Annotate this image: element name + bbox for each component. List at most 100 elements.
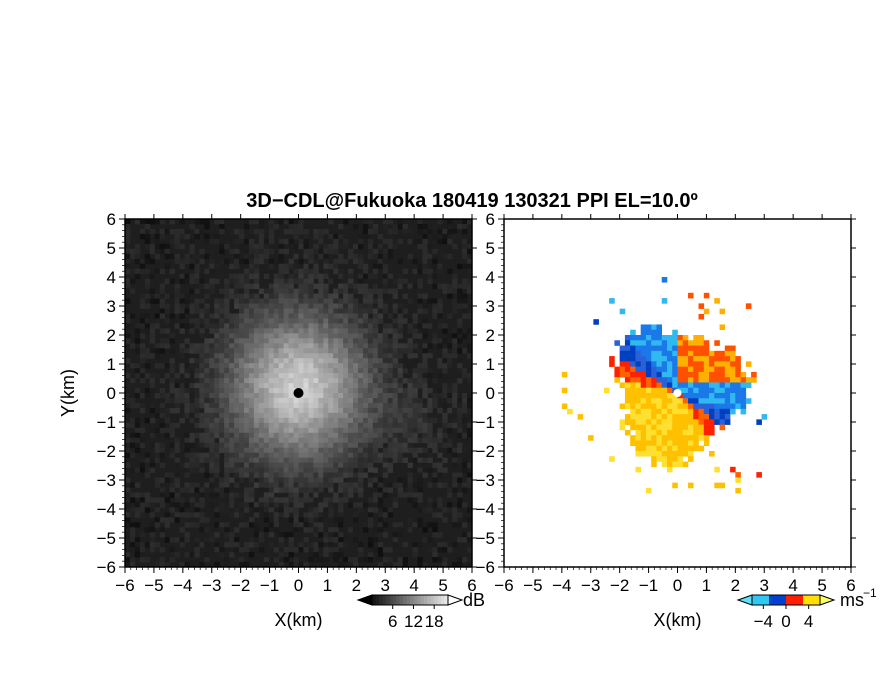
intensity-cell [184,442,190,449]
intensity-cell [258,437,265,444]
intensity-cell [258,363,265,369]
intensity-cell [308,402,314,409]
velocity-cell [640,398,647,404]
intensity-cell [273,258,280,265]
intensity-cell [437,303,443,309]
intensity-cell [362,363,369,369]
intensity-cell [258,497,265,503]
intensity-cell [253,427,260,434]
intensity-cell [392,378,399,384]
intensity-cell [323,383,329,389]
intensity-cell [125,452,131,459]
intensity-cell [174,388,180,394]
intensity-cell [209,338,215,344]
intensity-cell [288,547,294,553]
intensity-cell [308,363,314,369]
velocity-cell [672,398,678,404]
intensity-cell [293,383,299,389]
intensity-cell [357,407,364,414]
intensity-cell [338,412,344,419]
intensity-cell [313,368,319,374]
intensity-cell [194,522,200,528]
intensity-cell [303,402,309,409]
velocity-cell [645,403,652,410]
intensity-cell [204,268,210,275]
intensity-cell [462,482,468,488]
intensity-cell [457,378,463,384]
intensity-cell [179,417,185,424]
intensity-cell [268,457,275,463]
intensity-cell [134,542,141,548]
intensity-cell [298,298,304,304]
intensity-cell [214,547,220,553]
intensity-cell [253,308,260,314]
velocity-cell [651,461,657,468]
intensity-cell [229,313,235,319]
intensity-cell [372,373,379,379]
intensity-cell [224,313,230,319]
intensity-cell [253,343,260,349]
intensity-cell [333,318,339,324]
intensity-cell [343,437,349,444]
intensity-cell [278,452,285,459]
intensity-cell [377,562,384,568]
intensity-cell [134,447,141,454]
intensity-cell [174,397,180,404]
intensity-cell [248,482,255,488]
intensity-cell [268,397,275,404]
velocity-cell [677,424,684,431]
intensity-cell [427,467,433,473]
intensity-cell [239,547,245,553]
intensity-cell [402,303,408,309]
intensity-cell [184,338,190,344]
intensity-cell [323,432,329,439]
velocity-cell [661,461,668,468]
intensity-cell [407,422,413,429]
intensity-cell [174,447,180,454]
velocity-cell [651,429,657,436]
intensity-cell [278,442,285,449]
velocity-cell [635,335,641,341]
intensity-cell [229,497,235,503]
intensity-cell [348,527,354,533]
colorbar-swatch [392,595,397,605]
velocity-cell [672,419,678,425]
intensity-cell [184,482,190,488]
intensity-cell [308,348,314,354]
intensity-cell [273,333,280,339]
intensity-cell [313,308,319,314]
intensity-cell [392,452,399,459]
y-tick-label: 0 [107,384,116,403]
velocity-cell [640,403,647,410]
intensity-cell [412,492,418,498]
intensity-cell [303,308,309,314]
intensity-cell [209,407,215,414]
velocity-cell [688,451,694,457]
intensity-cell [209,412,215,419]
intensity-cell [467,368,473,374]
intensity-cell [243,343,250,349]
intensity-cell [199,348,205,354]
velocity-cell [693,408,699,415]
intensity-cell [417,497,423,503]
intensity-cell [447,492,453,498]
intensity-cell [209,477,215,483]
intensity-cell [144,397,151,404]
intensity-cell [397,273,403,280]
intensity-cell [402,447,408,454]
intensity-cell [338,477,344,483]
intensity-cell [224,358,230,364]
intensity-cell [224,462,230,468]
intensity-cell [288,219,294,225]
velocity-cell [666,435,673,441]
intensity-cell [248,407,255,414]
intensity-cell [209,417,215,424]
intensity-cell [432,417,438,424]
intensity-cell [392,323,399,329]
intensity-cell [313,422,319,429]
velocity-cell [666,366,673,373]
intensity-cell [357,482,364,488]
intensity-cell [134,253,141,260]
intensity-cell [348,467,354,473]
intensity-cell [159,452,166,459]
